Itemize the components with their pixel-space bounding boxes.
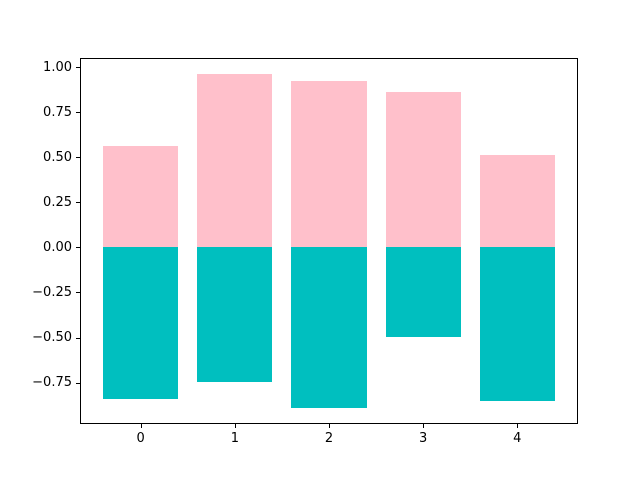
- x-tick-label: 2: [324, 431, 334, 446]
- bar-positive-bars-0: [103, 146, 179, 248]
- y-tick-mark: [76, 337, 80, 339]
- y-tick-label: 1.00: [43, 59, 72, 75]
- y-tick-mark: [76, 157, 80, 159]
- y-tick-label: −0.75: [32, 375, 72, 390]
- bar-negative-bars-4: [479, 247, 555, 401]
- y-tick-mark: [76, 382, 80, 384]
- y-tick-mark: [76, 247, 80, 249]
- y-tick-mark: [76, 112, 80, 114]
- y-tick-label: 0.25: [43, 194, 72, 210]
- x-tick-label: 0: [136, 431, 145, 446]
- x-tick-mark: [329, 424, 330, 428]
- bar-negative-bars-3: [385, 247, 461, 338]
- y-tick-label: −0.50: [32, 330, 72, 345]
- y-tick-mark: [76, 67, 80, 68]
- y-tick-mark: [76, 292, 80, 294]
- x-tick-label: 4: [513, 431, 522, 446]
- x-tick-label: 1: [230, 431, 240, 446]
- bar-negative-bars-1: [197, 247, 273, 383]
- bar-positive-bars-1: [197, 74, 273, 248]
- x-tick-mark: [517, 424, 519, 428]
- x-tick-label: 3: [418, 431, 428, 446]
- bar-positive-bars-4: [479, 155, 555, 248]
- y-tick-label: 0.00: [43, 239, 72, 255]
- bar-negative-bars-0: [103, 247, 179, 399]
- x-tick-mark: [140, 424, 142, 428]
- x-tick-mark: [234, 424, 236, 428]
- y-tick-mark: [76, 202, 80, 204]
- y-tick-label: −0.25: [32, 284, 72, 300]
- y-tick-label: 0.50: [43, 149, 72, 165]
- bar-negative-bars-2: [291, 247, 367, 408]
- bar-positive-bars-2: [291, 81, 367, 248]
- y-tick-label: 0.75: [43, 104, 72, 120]
- x-tick-mark: [423, 424, 425, 428]
- bar-positive-bars-3: [385, 92, 461, 248]
